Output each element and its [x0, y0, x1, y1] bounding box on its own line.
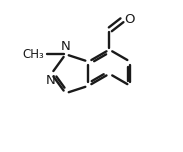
Text: N: N	[61, 40, 70, 54]
Text: O: O	[125, 13, 135, 26]
Text: CH₃: CH₃	[23, 48, 44, 61]
Text: N: N	[46, 74, 55, 88]
